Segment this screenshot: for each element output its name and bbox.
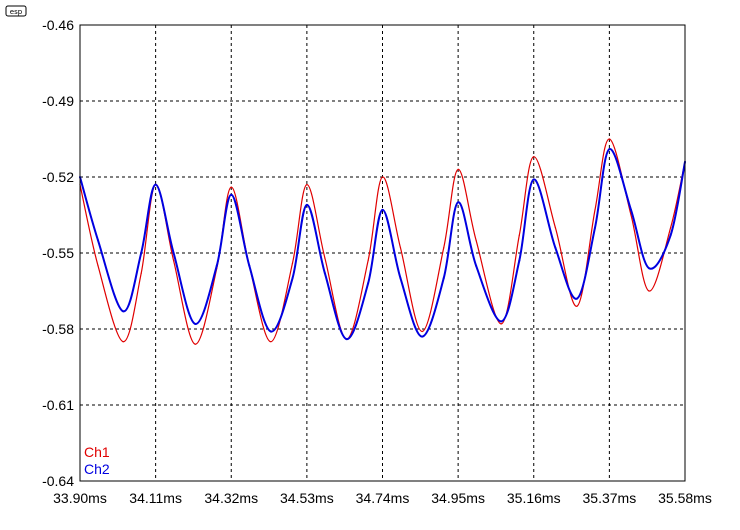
data-point-ch1 [399, 247, 402, 249]
data-point-ch2 [248, 264, 251, 267]
data-point-ch1 [554, 227, 557, 229]
data-point-ch1 [576, 305, 578, 307]
data-point-ch2 [532, 178, 535, 181]
x-tick-label: 35.16ms [507, 490, 561, 506]
data-point-ch2 [269, 330, 272, 333]
data-point-ch1 [230, 186, 232, 188]
data-point-ch1 [630, 214, 632, 216]
data-point-ch1 [122, 341, 124, 343]
y-tick-label: -0.61 [42, 397, 74, 413]
data-point-ch1 [306, 184, 308, 186]
data-point-ch2 [421, 335, 424, 338]
grid [80, 25, 685, 481]
y-tick-label: -0.55 [42, 245, 74, 261]
data-point-ch1 [97, 265, 99, 267]
data-point-ch1 [291, 262, 294, 264]
data-point-ch1 [518, 234, 520, 236]
y-tick-label: -0.52 [42, 169, 74, 185]
series-layer [79, 138, 686, 345]
x-tick-label: 35.37ms [583, 490, 637, 506]
data-point-ch2 [648, 267, 650, 270]
x-tick-label: 34.74ms [356, 490, 410, 506]
data-point-ch2 [594, 226, 596, 229]
data-point-ch1 [500, 323, 502, 325]
data-point-ch2 [554, 246, 557, 249]
data-point-ch2 [122, 310, 125, 313]
x-tick-label: 34.32ms [204, 490, 258, 506]
data-point-ch2 [457, 201, 460, 204]
data-point-ch2 [576, 297, 578, 300]
x-axis-ticks: 33.90ms 34.11ms 34.32ms 34.53ms 34.74ms 34.95… [53, 490, 712, 506]
data-point-ch2 [669, 234, 672, 237]
esp-logo-badge [5, 5, 27, 17]
data-point-ch2 [442, 277, 445, 280]
data-point-ch1 [457, 168, 459, 170]
data-point-ch1 [421, 330, 423, 333]
x-tick-label: 34.53ms [280, 490, 334, 506]
legend-item-ch1: Ch1 [84, 444, 110, 460]
data-point-ch2 [399, 277, 402, 280]
data-point-ch2 [608, 148, 611, 151]
x-tick-label: 34.11ms [129, 490, 182, 506]
y-tick-label: -0.46 [42, 17, 74, 33]
data-point-ch1 [475, 239, 477, 241]
data-point-ch1 [533, 156, 535, 158]
data-point-ch1 [608, 138, 611, 140]
data-point-ch2 [97, 239, 99, 242]
data-point-ch2 [305, 203, 308, 206]
esp-logo-text: esp [10, 8, 23, 16]
data-point-ch1 [324, 257, 326, 259]
x-tick-label: 35.58ms [658, 490, 712, 506]
esp-logo: esp [5, 5, 27, 17]
data-point-ch1 [594, 209, 596, 211]
y-tick-label: -0.49 [42, 93, 74, 109]
data-point-ch2 [140, 252, 143, 254]
data-point-ch2 [172, 252, 175, 254]
data-point-ch1 [367, 260, 369, 262]
data-point-ch2 [500, 320, 503, 323]
data-point-ch1 [648, 290, 650, 292]
data-point-ch2 [291, 277, 294, 280]
data-point-ch1 [443, 247, 445, 249]
data-point-ch2 [381, 208, 384, 211]
y-tick-label: -0.58 [42, 321, 74, 337]
series-ch2 [79, 148, 686, 341]
data-point-ch1 [173, 260, 175, 262]
data-point-ch2 [323, 272, 326, 275]
data-point-ch1 [194, 343, 196, 345]
series-line-ch1 [79, 138, 686, 345]
plot-frame [79, 24, 686, 482]
data-point-ch2 [345, 338, 348, 341]
data-point-ch1 [670, 227, 672, 229]
data-point-ch1 [381, 176, 384, 178]
x-tick-label: 34.95ms [431, 490, 485, 506]
data-point-ch2 [630, 208, 632, 211]
legend-item-ch2: Ch2 [84, 461, 110, 477]
y-axis-ticks: -0.46 -0.49 -0.52 -0.55 -0.58 -0.61 -0.64 [42, 17, 74, 489]
x-tick-label: 33.90ms [53, 490, 107, 506]
data-point-ch2 [154, 183, 157, 186]
data-point-ch2 [215, 264, 218, 267]
data-point-ch2 [475, 264, 478, 267]
data-point-ch2 [518, 259, 521, 262]
data-point-ch2 [194, 322, 197, 325]
y-tick-label: -0.64 [42, 473, 74, 489]
data-point-ch1 [270, 341, 272, 343]
data-point-ch1 [140, 272, 142, 274]
data-point-ch2 [367, 282, 370, 285]
data-point-ch2 [230, 193, 233, 196]
